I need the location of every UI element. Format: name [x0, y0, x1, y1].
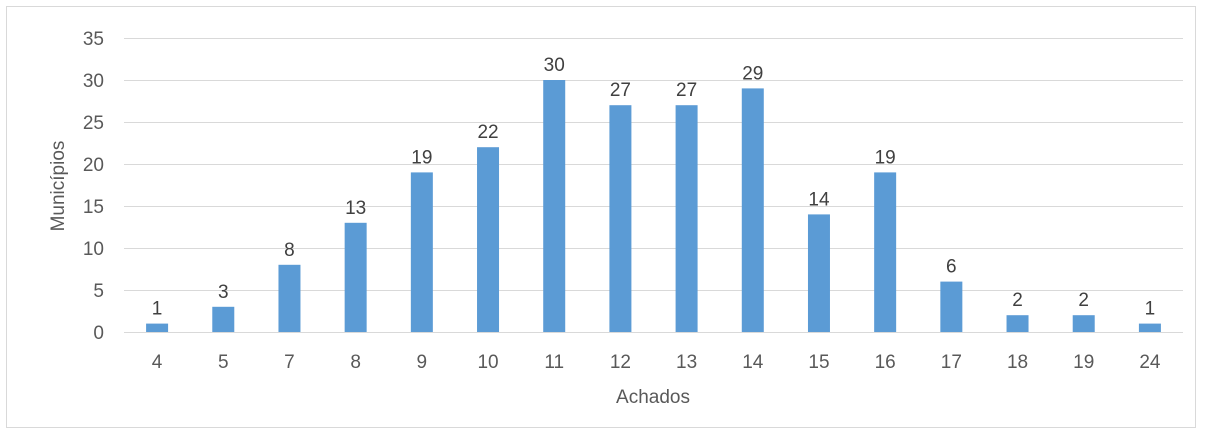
bars	[146, 80, 1161, 333]
x-tick-label: 11	[544, 352, 564, 373]
x-tick-label: 4	[152, 352, 163, 373]
x-tick-label: 13	[676, 352, 697, 373]
x-tick-label: 14	[742, 352, 764, 373]
bar	[807, 214, 830, 332]
y-tick-label: 35	[83, 29, 104, 50]
x-tick-label: 5	[218, 352, 229, 373]
data-label: 6	[946, 257, 957, 278]
data-label: 1	[1145, 299, 1156, 320]
x-axis-title: Achados	[616, 387, 690, 408]
x-tick-label: 9	[417, 352, 428, 373]
x-tick-label: 12	[610, 352, 631, 373]
bar	[675, 105, 698, 332]
data-label: 2	[1078, 290, 1089, 311]
data-label: 29	[742, 63, 763, 84]
y-tick-label: 0	[93, 323, 104, 344]
bar	[874, 172, 897, 332]
bar	[278, 264, 301, 332]
bar	[940, 281, 963, 332]
bar	[1072, 315, 1095, 332]
bar	[543, 80, 566, 332]
x-tick-label: 8	[350, 352, 361, 373]
y-tick-label: 25	[83, 113, 104, 134]
bar	[609, 105, 632, 332]
x-axis-ticks: 4 5 7 8 9 10 11 12 13 14 15 16 17 18 19 24	[152, 352, 1161, 373]
bar	[1138, 323, 1161, 332]
bar	[146, 323, 169, 332]
gridlines	[124, 38, 1183, 333]
data-label: 13	[345, 198, 366, 219]
data-label: 27	[610, 80, 631, 101]
data-label: 22	[477, 122, 498, 143]
data-label: 1	[152, 299, 163, 320]
y-axis-title: Municípios	[48, 141, 69, 232]
y-tick-label: 15	[83, 197, 104, 218]
data-label: 2	[1012, 290, 1023, 311]
x-tick-label: 24	[1139, 352, 1161, 373]
data-label: 14	[808, 189, 830, 210]
y-tick-label: 20	[83, 155, 104, 176]
data-label: 3	[218, 282, 229, 303]
x-tick-label: 17	[941, 352, 962, 373]
x-tick-label: 19	[1073, 352, 1094, 373]
x-tick-label: 18	[1007, 352, 1028, 373]
x-tick-label: 7	[284, 352, 295, 373]
bar	[212, 306, 235, 332]
y-tick-label: 5	[93, 281, 104, 302]
y-tick-label: 30	[83, 71, 104, 92]
data-label: 19	[875, 147, 896, 168]
data-label: 19	[411, 147, 432, 168]
bar	[1006, 315, 1029, 332]
chart-frame	[6, 6, 1196, 428]
bar	[344, 222, 367, 332]
x-tick-label: 10	[477, 352, 498, 373]
y-tick-label: 10	[83, 239, 104, 260]
bar	[477, 147, 500, 332]
bar	[741, 88, 764, 333]
bar	[410, 172, 433, 332]
data-label: 27	[676, 80, 697, 101]
y-axis-ticks: 0 5 10 15 20 25 30 35	[83, 29, 104, 344]
data-label: 30	[544, 55, 565, 76]
data-label: 8	[284, 240, 295, 261]
x-tick-label: 15	[808, 352, 829, 373]
x-tick-label: 16	[875, 352, 896, 373]
